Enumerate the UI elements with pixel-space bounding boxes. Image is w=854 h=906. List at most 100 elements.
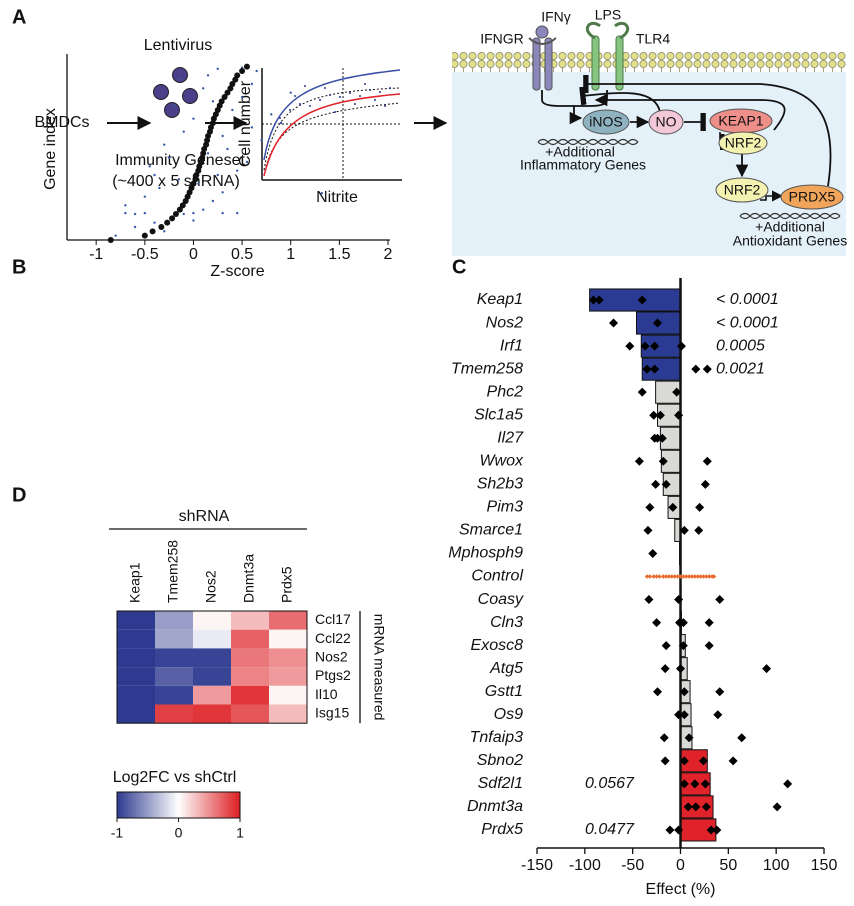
point: [702, 456, 712, 466]
x-tick-label: 150: [811, 857, 838, 874]
point: [678, 641, 688, 651]
point: [679, 525, 689, 535]
point: [236, 169, 239, 172]
point: [681, 574, 686, 579]
point: [652, 618, 662, 628]
point: [179, 202, 186, 209]
y-title: mRNA measured: [371, 614, 387, 721]
category-label: Atg5: [489, 660, 523, 677]
cell: [117, 667, 155, 686]
virus: [153, 84, 169, 100]
label: LPS: [595, 7, 621, 23]
point: [704, 641, 714, 651]
point: [655, 410, 665, 420]
point: [192, 117, 195, 120]
node: [582, 109, 630, 135]
point: [206, 74, 210, 77]
point: [182, 212, 185, 216]
point: [679, 687, 689, 697]
point: [694, 525, 704, 535]
point: [226, 147, 229, 151]
dna: [739, 212, 841, 220]
point: [192, 219, 195, 222]
cell: [193, 648, 231, 668]
x-axis-label: Effect (%): [646, 881, 716, 898]
node: [715, 177, 769, 203]
x-title: shRNA: [179, 508, 230, 525]
point: [672, 387, 682, 397]
point: [701, 574, 706, 579]
p-value: 0.0567: [585, 775, 635, 792]
point: [674, 825, 684, 835]
column-label: Dnmt3a: [241, 554, 257, 603]
point: [169, 215, 176, 222]
point: [728, 756, 738, 766]
point: [651, 479, 661, 489]
point: [658, 456, 668, 466]
point: [659, 733, 669, 743]
category-label: Mphosph9: [448, 545, 523, 562]
cell: [193, 704, 231, 724]
colorbar-tick-label: 0: [175, 825, 183, 841]
x-tick-label: 1: [286, 246, 295, 263]
signal: [594, 93, 786, 131]
point: [704, 574, 709, 579]
category-label: Wwox: [479, 453, 524, 470]
point: [218, 98, 225, 105]
node-label: PRDX5: [789, 189, 836, 205]
point: [234, 72, 241, 79]
row-label: Il10: [315, 686, 338, 702]
point: [674, 595, 684, 605]
x-tick-label: -50: [621, 857, 644, 874]
node-label: KEAP1: [718, 113, 763, 129]
point: [713, 710, 723, 720]
point: [133, 212, 137, 216]
point: [657, 433, 667, 443]
category-label: Irf1: [500, 337, 523, 354]
point: [692, 574, 698, 579]
colorbar-tick-label: -1: [111, 825, 124, 841]
category-label: Exosc8: [471, 637, 524, 654]
point: [645, 502, 655, 512]
point: [701, 802, 711, 812]
point: [158, 186, 161, 190]
axis-label: Cell number: [237, 80, 254, 167]
point: [594, 295, 604, 305]
category-label: Keap1: [477, 291, 523, 308]
x-tick-label: -0.5: [131, 246, 159, 263]
point: [661, 641, 671, 651]
point: [762, 664, 772, 674]
node-label: NO: [656, 114, 677, 130]
point: [211, 100, 215, 103]
heatmap-frame: [116, 610, 308, 724]
point: [711, 574, 717, 579]
cell: [155, 667, 193, 686]
category-label: Smarce1: [459, 522, 523, 539]
workflow: Lentivirus BMDCs Immunity Geneset (~400 …: [34, 37, 448, 206]
column-label: Nos2: [203, 570, 219, 603]
label: (~400 x 5 shRNA): [112, 173, 240, 190]
column-label: Keap1: [127, 562, 143, 603]
point: [260, 139, 263, 142]
point: [663, 574, 669, 579]
cell: [231, 629, 269, 649]
point: [231, 108, 234, 112]
point: [177, 178, 181, 181]
point: [668, 502, 678, 512]
point: [643, 525, 653, 535]
receptor-hook: [614, 21, 630, 40]
point: [229, 81, 236, 87]
cell: [231, 648, 269, 668]
point: [674, 710, 684, 720]
point: [172, 211, 179, 217]
category-label: Slc1a5: [474, 406, 523, 423]
point: [666, 574, 672, 579]
point: [164, 219, 171, 226]
node-label: NRF2: [725, 135, 762, 151]
point: [201, 87, 205, 90]
point: [236, 211, 239, 215]
node: [648, 109, 684, 135]
category-label: Sh2b3: [477, 476, 523, 493]
point: [211, 199, 215, 203]
